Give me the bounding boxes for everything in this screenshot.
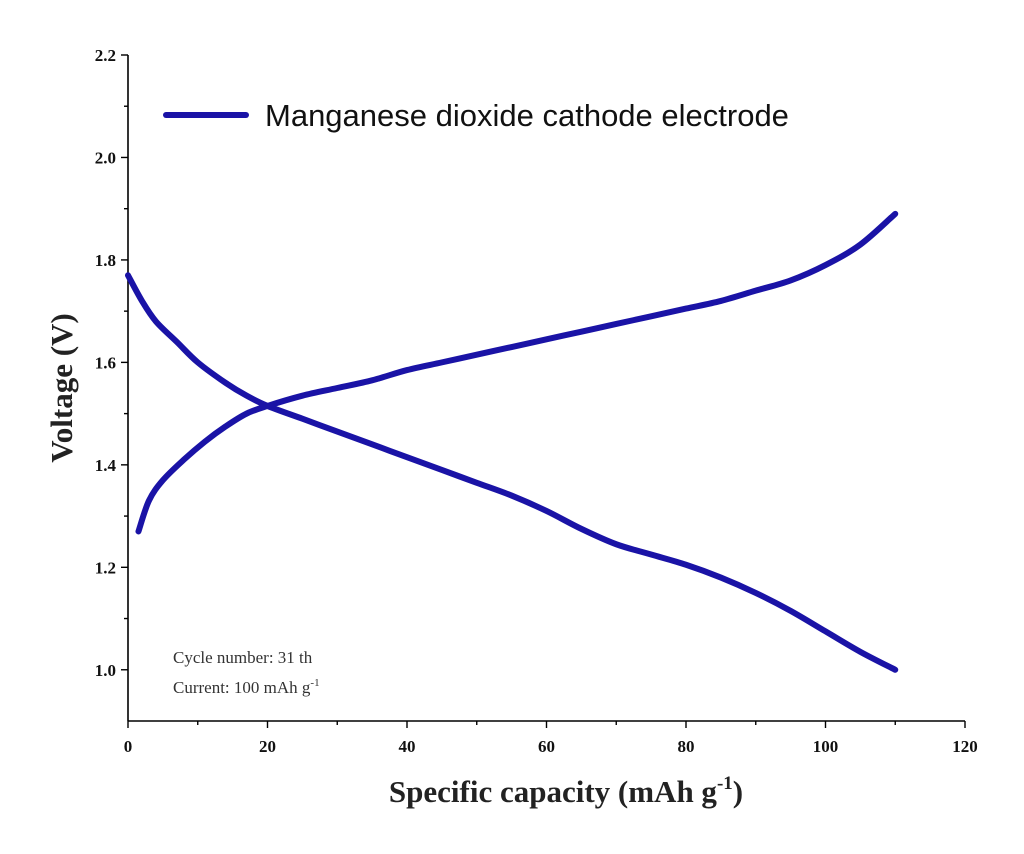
x-tick-label: 120 <box>952 737 978 756</box>
y-axis-title: Voltage (V) <box>44 313 79 463</box>
x-tick-label: 60 <box>538 737 555 756</box>
y-tick-label: 1.0 <box>95 661 116 680</box>
x-tick-label: 40 <box>399 737 416 756</box>
y-tick-label: 2.2 <box>95 46 116 65</box>
x-axis-title-close: ) <box>733 774 743 809</box>
cycle-annotation: Cycle number: 31 th <box>173 648 313 667</box>
x-axis-title-sup: -1 <box>717 773 733 794</box>
x-tick-label: 20 <box>259 737 276 756</box>
y-tick-label: 1.8 <box>95 251 116 270</box>
x-tick-label: 80 <box>678 737 695 756</box>
y-tick-label: 1.6 <box>95 353 116 372</box>
current-annotation-sup: -1 <box>310 677 319 689</box>
series-group <box>125 210 899 673</box>
x-axis-title: Specific capacity (mAh g-1) <box>389 773 743 809</box>
current-annotation-text: Current: 100 mAh g <box>173 678 311 697</box>
x-tick-label: 100 <box>813 737 839 756</box>
y-tick-label: 1.4 <box>95 456 117 475</box>
x-tick-label: 0 <box>124 737 133 756</box>
axes <box>127 55 965 722</box>
x-ticks: 0 20 40 60 80 100 120 <box>124 721 978 756</box>
y-tick-label: 1.2 <box>95 558 116 577</box>
x-axis-title-text: Specific capacity (mAh g <box>389 774 718 809</box>
series-line-charge <box>135 210 899 535</box>
y-tick-label: 2.0 <box>95 148 116 167</box>
current-annotation: Current: 100 mAh g-1 <box>173 677 320 697</box>
series-line-discharge <box>125 272 899 673</box>
legend-label: Manganese dioxide cathode electrode <box>265 98 789 133</box>
legend: Manganese dioxide cathode electrode <box>163 98 789 133</box>
y-ticks: 1.0 1.2 1.4 1.6 1.8 2.0 2.2 <box>95 46 128 680</box>
